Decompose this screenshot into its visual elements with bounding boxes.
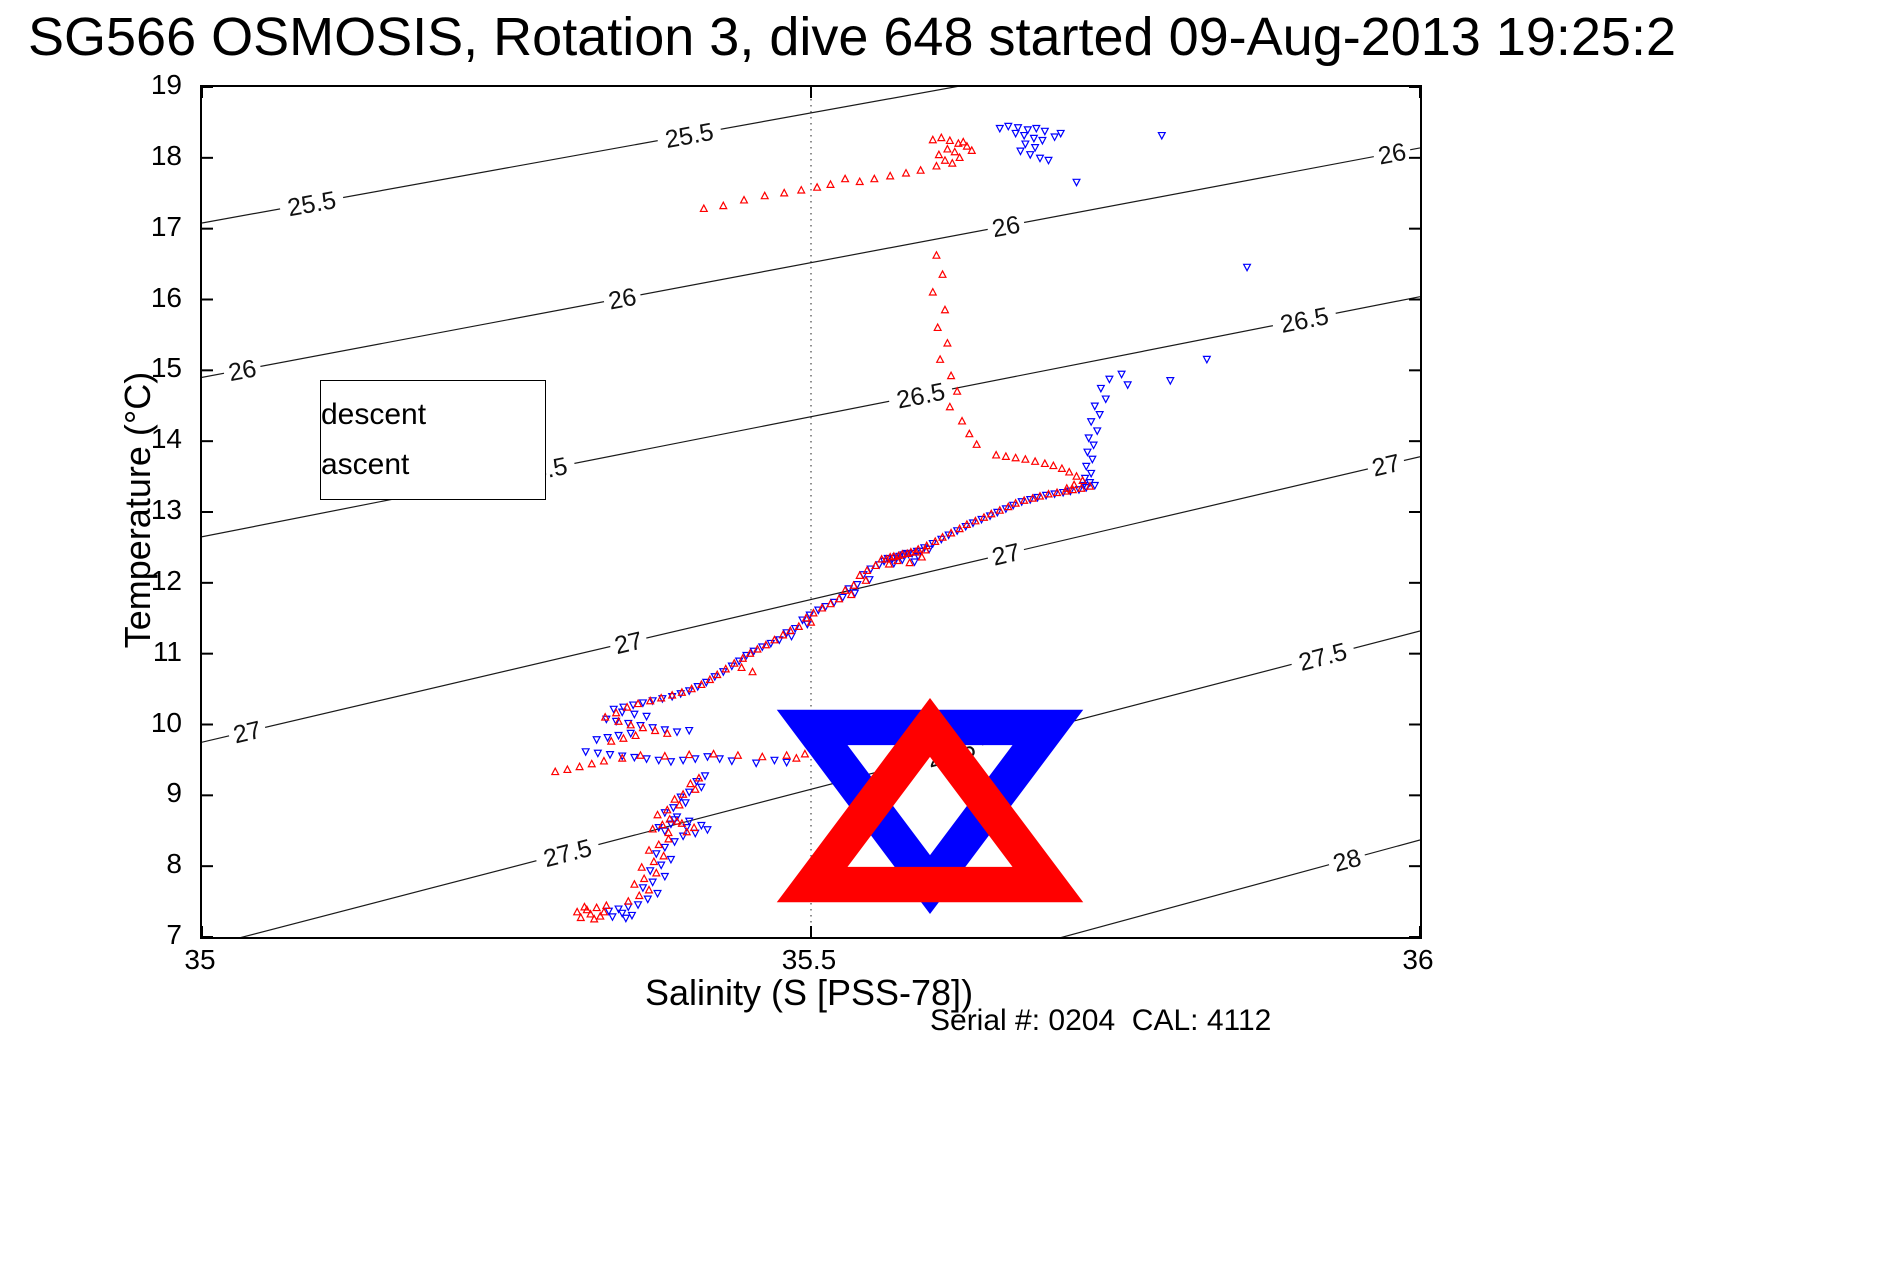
x-axis-label: Salinity (S [PSS-78]) [644,972,974,1013]
y-tick-label: 10 [150,706,182,738]
legend: descent ascent [320,380,1084,915]
contour-label: 27 [607,625,650,660]
y-tick-label: 14 [150,423,182,455]
contour-label: 26.5 [1270,300,1339,339]
x-tick-label: 35.5 [781,944,837,975]
y-tick-label: 13 [150,494,182,525]
ascent-triangle-icon [776,697,1084,903]
contour-label: 26 [985,209,1027,244]
svg-text:27: 27 [231,716,264,750]
y-tick-label: 11 [152,635,182,667]
contour-label: 25.5 [277,184,346,222]
y-axis-tick-labels: 7 8 9 10 11 12 13 14 15 16 17 18 19 [0,70,190,950]
plot-area: 25.525.52626262626.526.526.52727272727.5… [200,85,1422,939]
contour-label: 27 [1364,447,1407,483]
svg-text:26: 26 [606,283,639,316]
svg-text:25.5: 25.5 [285,186,338,222]
contour-label: 26 [601,281,643,316]
svg-text:27: 27 [612,626,645,660]
svg-text:26: 26 [990,211,1023,244]
y-tick-label: 9 [166,777,182,809]
contour-label: 26 [221,353,263,387]
svg-text:26: 26 [226,354,259,387]
svg-text:27: 27 [989,538,1022,572]
chart-title: SG566 OSMOSIS, Rotation 3, dive 648 star… [28,7,1677,67]
legend-label-ascent: ascent [321,448,410,481]
contour-label: 25.5 [655,116,724,154]
svg-text:26: 26 [1376,138,1409,171]
svg-text:26.5: 26.5 [1278,302,1331,339]
serial-cal-note: Serial #: 0204 CAL: 4112 [930,1004,1272,1037]
x-tick-label: 35 [184,944,216,975]
contour-label: 27 [984,536,1027,572]
contour-label: 27.5 [533,831,602,873]
scatter-series-ascent [550,132,1095,923]
y-tick-label: 16 [150,281,182,313]
legend-item-ascent: ascent [321,440,1084,903]
legend-label-descent: descent [321,398,427,431]
y-tick-label: 18 [150,139,182,171]
y-tick-label: 17 [150,210,182,242]
y-tick-label: 12 [150,564,182,596]
contour-label: 27 [226,714,269,750]
x-tick-label: 36 [1402,944,1434,975]
axis-tick-marks [202,87,1420,937]
svg-text:25.5: 25.5 [663,118,716,154]
contour-label: 26.5 [886,376,955,415]
y-tick-label: 19 [150,69,182,100]
y-tick-label: 7 [166,919,182,950]
x-axis-tick-labels: 35 35.5 36 [184,944,1433,978]
svg-text:27: 27 [1369,449,1402,483]
contour-label: 26 [1371,136,1413,171]
y-tick-label: 8 [166,848,182,880]
y-tick-label: 15 [150,352,182,384]
